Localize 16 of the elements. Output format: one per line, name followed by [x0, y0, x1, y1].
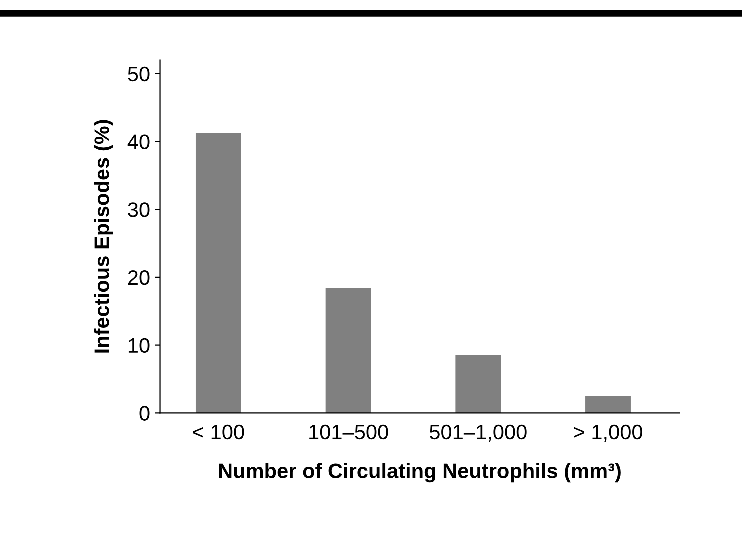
x-tick-label: < 100: [193, 424, 244, 440]
x-axis-title: Number of Circulating Neutrophils (mm³): [219, 463, 621, 483]
x-tick-label: > 1,000: [574, 424, 642, 442]
y-tick-label: 20: [128, 270, 150, 286]
y-tick-label: 10: [128, 338, 150, 354]
y-tick-label: 0: [140, 406, 150, 421]
y-axis-title: Infectious Episodes (%): [94, 120, 114, 353]
bar: [196, 134, 242, 414]
y-tick-label: 30: [128, 202, 150, 218]
bar: [456, 355, 502, 414]
bar: [586, 396, 631, 414]
x-tick-label: 501–1,000: [430, 424, 527, 442]
x-tick-label: 101–500: [310, 424, 388, 440]
y-tick-label: 50: [128, 66, 150, 82]
y-tick-label: 40: [128, 134, 150, 150]
bar: [326, 288, 372, 414]
